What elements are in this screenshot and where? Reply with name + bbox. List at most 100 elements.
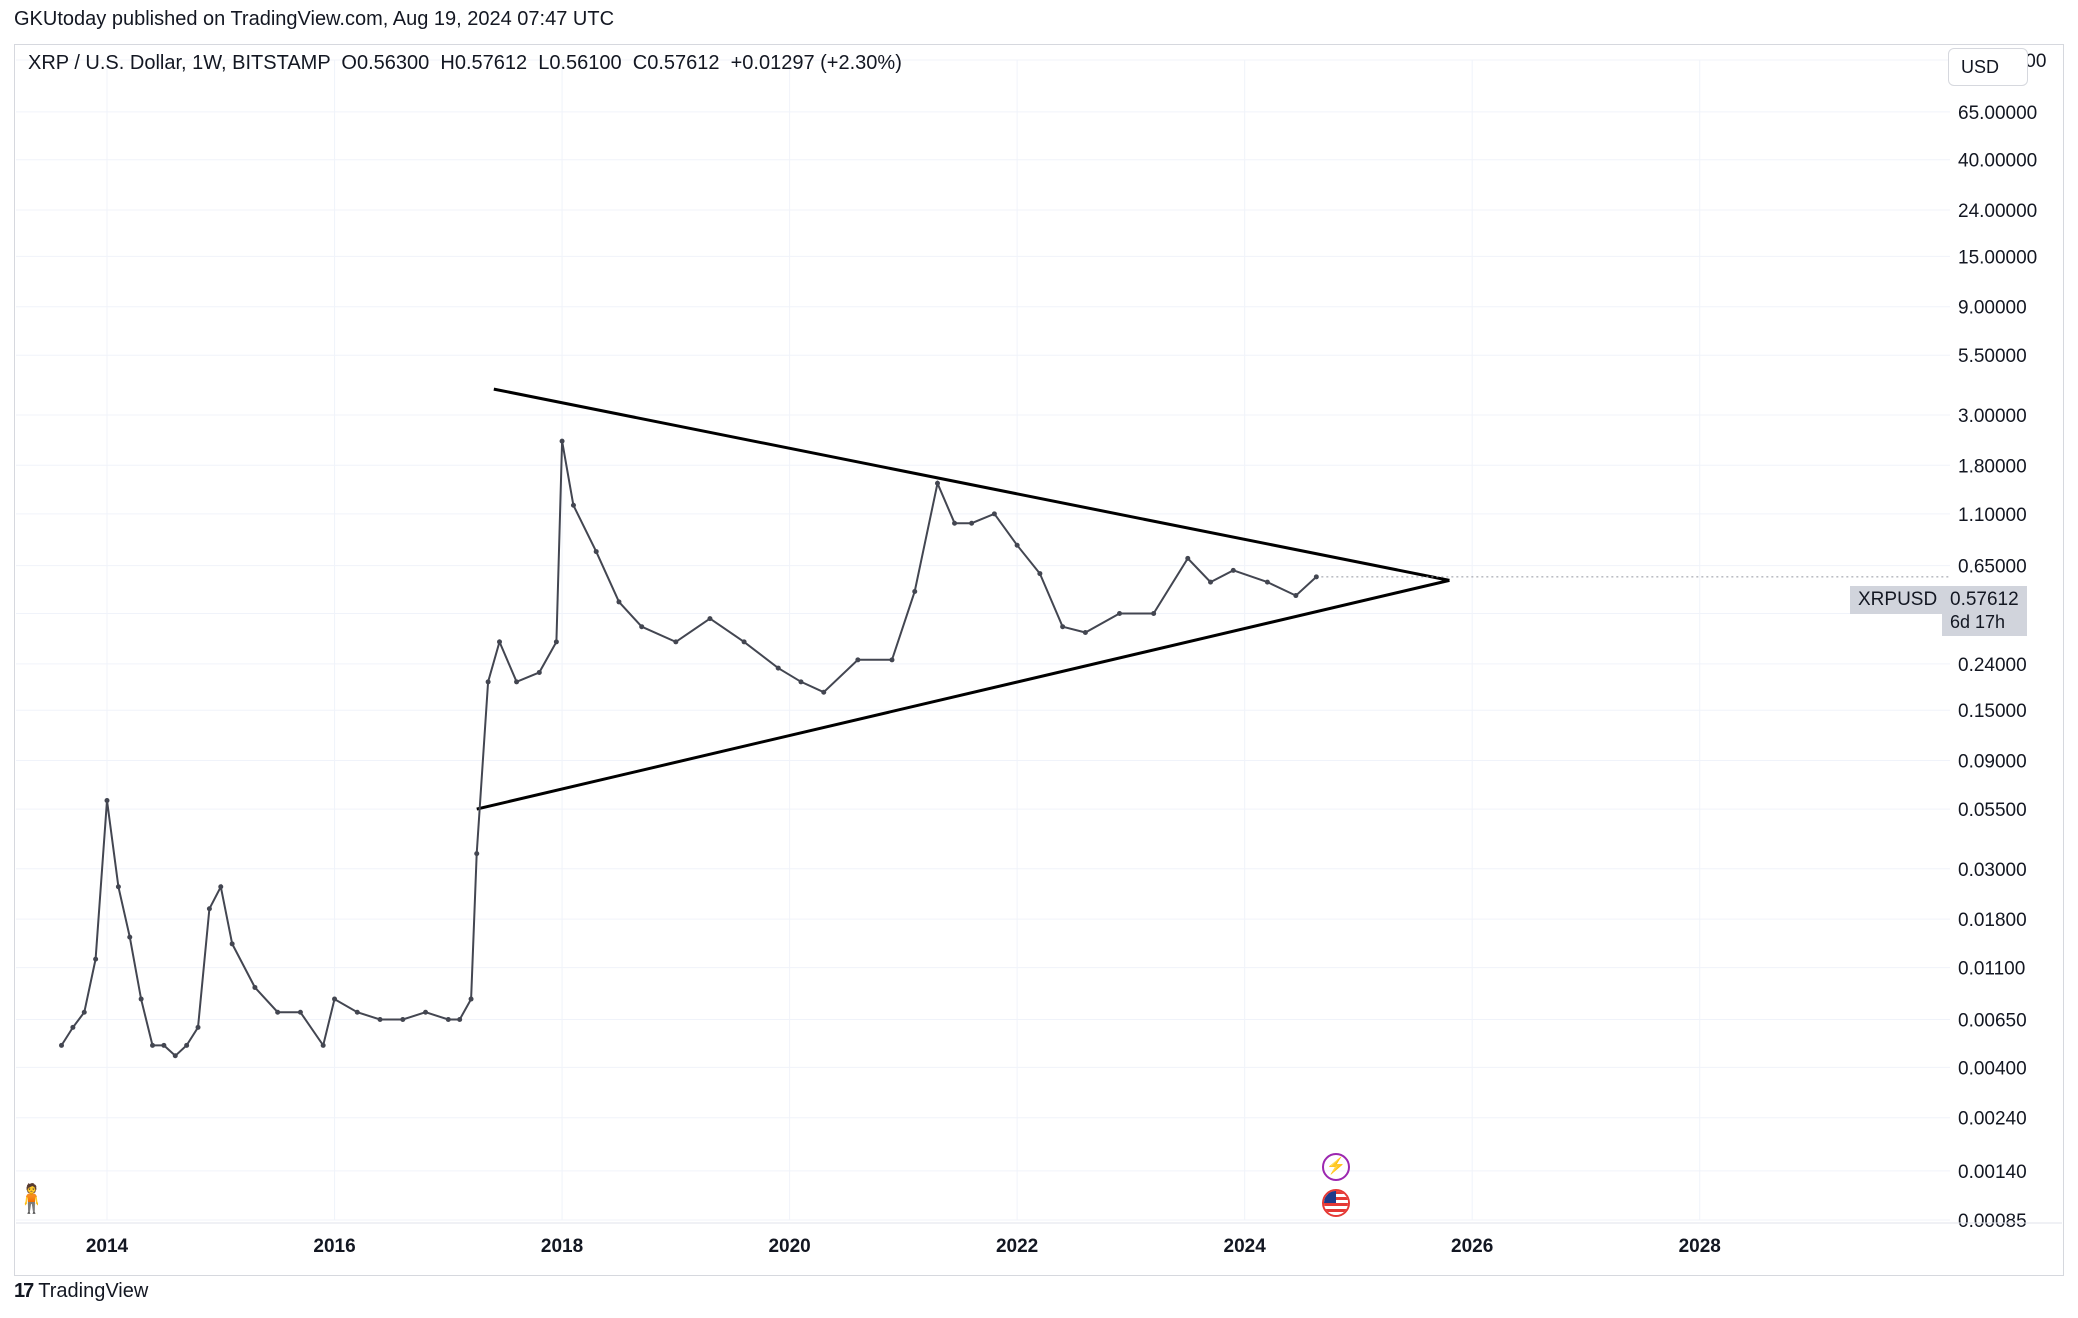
price-point — [229, 941, 235, 947]
price-point — [775, 665, 781, 671]
chart-grid — [16, 59, 1950, 1221]
price-point — [536, 669, 542, 675]
price-point — [115, 884, 121, 890]
price-point — [741, 639, 747, 645]
y-tick-label: 9.00000 — [1958, 298, 2027, 319]
price-point — [1208, 579, 1214, 585]
price-point — [172, 1053, 178, 1059]
price-point — [104, 797, 110, 803]
price-point — [570, 502, 576, 508]
publisher-caption: GKUtoday published on TradingView.com, A… — [14, 8, 615, 30]
tradingview-logo: 17 — [14, 1280, 34, 1302]
price-point — [559, 438, 565, 444]
price-point — [81, 1009, 87, 1015]
y-tick-label: 0.01100 — [1958, 959, 2025, 980]
price-point — [423, 1009, 429, 1015]
price-point — [673, 639, 679, 645]
y-tick-label: 0.24000 — [1958, 655, 2027, 676]
price-point — [593, 549, 599, 555]
price-point — [93, 956, 99, 962]
price-point — [1117, 611, 1123, 617]
price-point — [991, 511, 997, 517]
y-tick-label: 0.03000 — [1958, 860, 2027, 881]
y-tick-label: 0.05500 — [1958, 800, 2027, 821]
price-point — [445, 1017, 451, 1023]
y-tick-label: 5.50000 — [1958, 346, 2027, 367]
y-tick-label: 0.09000 — [1958, 752, 2027, 773]
price-point — [206, 906, 212, 912]
x-tick-label: 2028 — [1679, 1236, 1721, 1257]
price-series-line — [60, 440, 1317, 1058]
price-point — [821, 689, 827, 695]
x-tick-label: 2026 — [1451, 1236, 1493, 1257]
price-point — [485, 679, 491, 685]
x-tick-label: 2022 — [996, 1236, 1038, 1257]
y-tick-label: 0.65000 — [1958, 557, 2027, 578]
price-point — [474, 851, 480, 857]
price-point — [457, 1017, 463, 1023]
price-point — [377, 1017, 383, 1023]
currency-button[interactable]: USD — [1948, 48, 2028, 86]
trendline-lower — [476, 578, 1450, 811]
price-points — [59, 438, 1319, 1059]
symbol-legend: XRP / U.S. Dollar, 1W, BITSTAMP O0.56300… — [28, 52, 902, 74]
y-tick-label: 0.00240 — [1958, 1109, 2027, 1130]
price-point — [1230, 567, 1236, 573]
price-point — [161, 1042, 167, 1048]
y-tick-label: 40.00000 — [1958, 151, 2037, 172]
price-point — [1293, 593, 1299, 599]
price-point — [639, 624, 645, 630]
tradingview-brand[interactable]: 17 TradingView — [14, 1280, 148, 1303]
trendline-upper — [493, 387, 1450, 582]
last-price: 0.57612 — [1950, 589, 2019, 610]
symbol-tag: XRPUSD — [1850, 586, 1946, 614]
price-point — [497, 639, 502, 645]
price-point — [969, 520, 975, 526]
price-point — [514, 679, 520, 685]
price-point — [184, 1042, 190, 1048]
price-point — [1037, 571, 1043, 577]
y-tick-label: 1.10000 — [1958, 505, 2027, 526]
price-point — [218, 884, 224, 890]
y-tick-label: 1.80000 — [1958, 456, 2027, 477]
price-point — [138, 996, 144, 1002]
price-point — [400, 1017, 406, 1023]
last-price-tag: 0.57612 6d 17h — [1942, 586, 2027, 636]
x-tick-label: 2020 — [768, 1236, 810, 1257]
price-point — [150, 1042, 156, 1048]
y-tick-label: 15.00000 — [1958, 247, 2037, 268]
y-tick-label: 0.01800 — [1958, 910, 2027, 931]
price-point — [354, 1009, 360, 1015]
person-icon[interactable]: 🧍 — [14, 1183, 49, 1214]
price-point — [855, 657, 861, 663]
price-point — [934, 480, 940, 486]
price-point — [1313, 574, 1319, 580]
y-tick-label: 24.00000 — [1958, 201, 2037, 222]
chart-frame — [14, 44, 2064, 1276]
y-tick-label: 0.00400 — [1958, 1058, 2027, 1079]
price-point — [320, 1042, 326, 1048]
us-flag-event-icon[interactable] — [1322, 1189, 1350, 1217]
x-tick-label: 2024 — [1224, 1236, 1267, 1257]
y-tick-label: 0.00650 — [1958, 1011, 2027, 1032]
price-point — [616, 599, 622, 605]
price-point — [707, 616, 713, 622]
price-point — [252, 984, 258, 990]
price-point — [297, 1009, 303, 1015]
x-tick-label: 2014 — [86, 1236, 129, 1257]
y-tick-label: 65.00000 — [1958, 103, 2037, 124]
price-point — [1082, 629, 1088, 635]
y-tick-label: 0.00085 — [1958, 1211, 2027, 1232]
y-tick-label: 0.15000 — [1958, 701, 2027, 722]
trendlines — [476, 387, 1950, 811]
price-point — [1151, 611, 1157, 617]
price-point — [1060, 624, 1066, 630]
x-axis: 2014 2016 2018 2020 2022 2024 2026 2028 — [16, 1222, 2062, 1257]
price-point — [1264, 579, 1270, 585]
lightning-event-icon[interactable]: ⚡ — [1322, 1153, 1350, 1181]
price-point — [275, 1009, 281, 1015]
price-point — [1014, 542, 1020, 548]
price-point — [127, 934, 133, 940]
y-axis: 110.0000065.0000040.0000024.0000015.0000… — [1958, 51, 2046, 1232]
